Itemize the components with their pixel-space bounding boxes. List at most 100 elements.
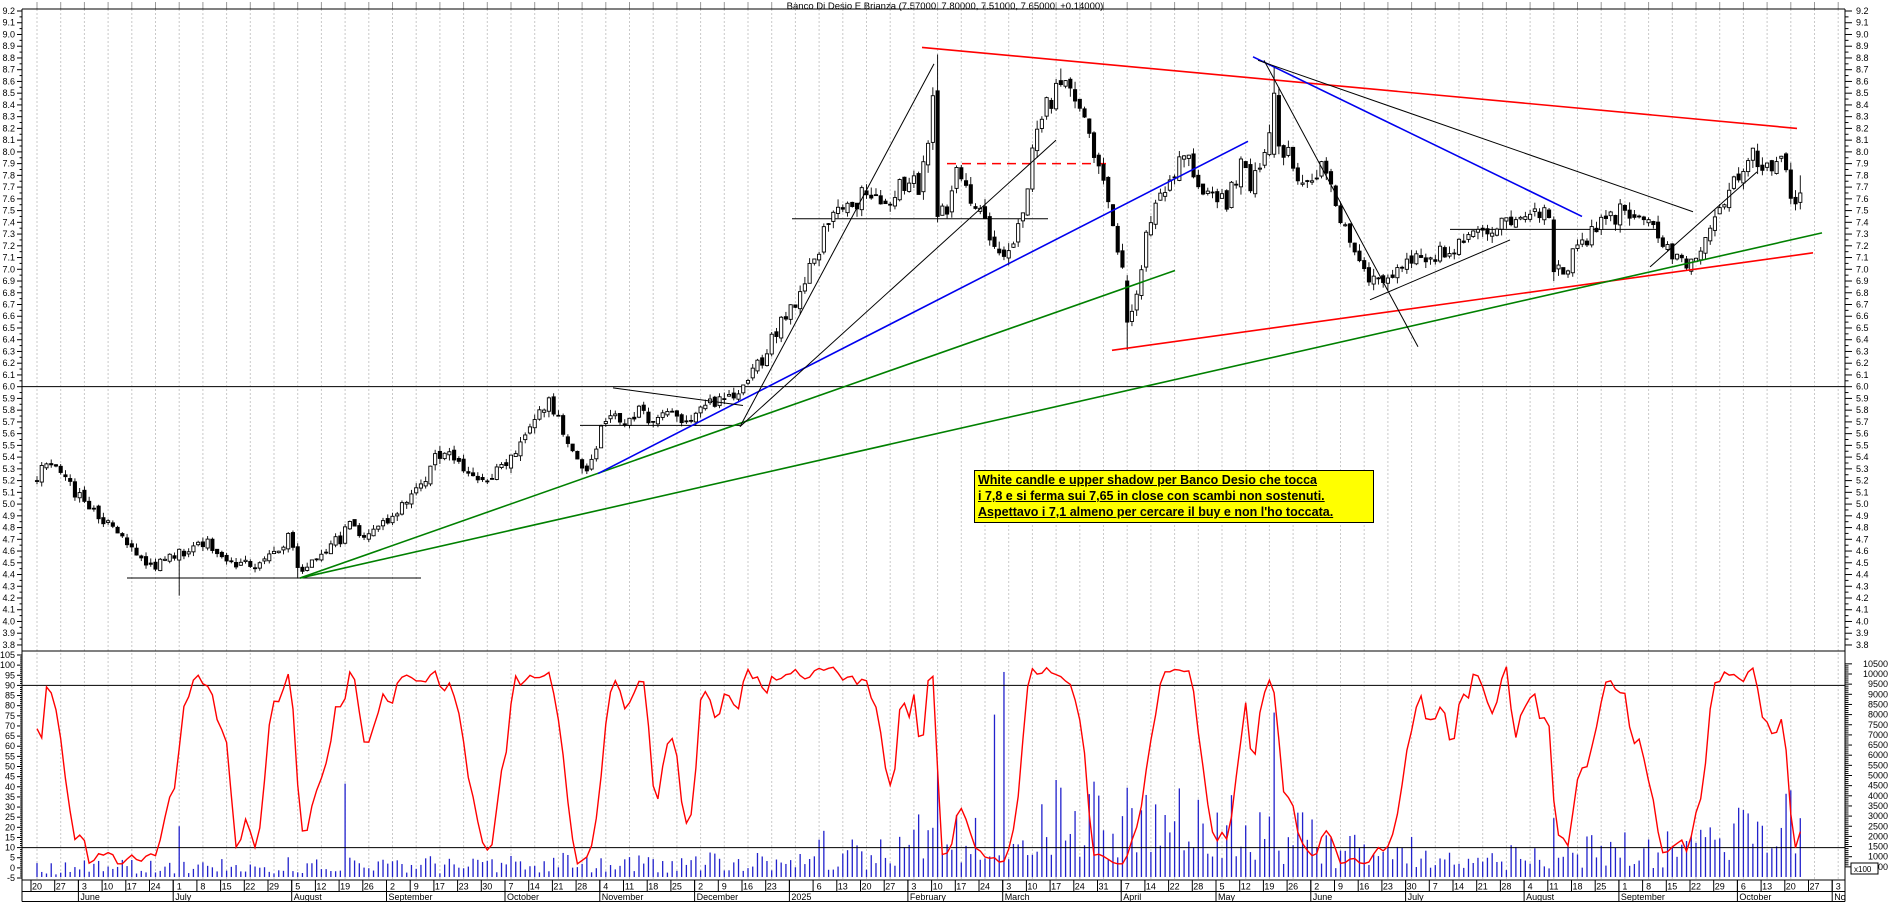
candle-body (1120, 250, 1125, 268)
volume-bar (462, 868, 465, 877)
price-label-right: 7.3 (1856, 229, 1869, 239)
candle-body (489, 477, 495, 480)
volume-bar (846, 850, 849, 877)
volume-bar (1117, 857, 1119, 877)
candle-body (1229, 181, 1234, 209)
candle-body (96, 505, 101, 520)
price-label-right: 6.7 (1856, 300, 1869, 310)
day-label: 17 (127, 882, 137, 892)
candle-body (651, 420, 656, 423)
candle-body (532, 419, 537, 429)
volume-bar (387, 863, 389, 877)
price-label-right: 9.2 (1856, 6, 1869, 16)
day-label: 7 (508, 882, 513, 892)
volume-bar (301, 872, 304, 877)
volume-bar (282, 870, 285, 877)
price-label-right: 5.0 (1856, 499, 1869, 509)
price-label-left: 7.4 (2, 217, 15, 227)
candle-body (1608, 211, 1613, 217)
candle-body (1234, 183, 1239, 186)
candle-body (1784, 153, 1789, 171)
price-label-left: 4.1 (2, 605, 15, 615)
candle-body (1755, 150, 1760, 168)
blue-ascending (597, 140, 1249, 475)
volume-bar (415, 868, 417, 877)
candle-body (1144, 231, 1149, 268)
volume-bar (880, 839, 882, 877)
candle-body (1025, 188, 1030, 216)
volume-bar (1045, 837, 1048, 877)
candle-body (783, 316, 788, 320)
candle-body (390, 515, 395, 524)
candle-body (72, 481, 77, 498)
candle-body (433, 453, 438, 466)
candle-body (333, 536, 338, 546)
volume-bar (609, 865, 612, 877)
day-label: 24 (150, 882, 160, 892)
volume-bar (131, 859, 133, 877)
candle-body (338, 535, 343, 545)
candle-body (907, 182, 912, 192)
candle-body (428, 465, 433, 485)
volume-bar (1282, 863, 1285, 877)
volume-bar (1624, 832, 1626, 877)
volume-bar (107, 866, 109, 877)
volume-bar (1434, 865, 1436, 877)
candle-body (921, 161, 926, 193)
candle-body (1627, 209, 1632, 219)
candle-body (234, 562, 239, 568)
volume-bar (1671, 847, 1673, 877)
day-label: 10 (103, 882, 113, 892)
volume-bar (766, 861, 768, 877)
volume-bar (1510, 845, 1512, 877)
volume-bar (1102, 830, 1105, 877)
candle-body (1125, 280, 1130, 323)
candle-body (660, 412, 665, 418)
analysis-note[interactable]: White candle e upper shadow per Banco De… (974, 470, 1374, 523)
volume-bar (728, 870, 730, 877)
volume-bar (861, 851, 863, 877)
candle-body (1310, 180, 1315, 183)
candle-body (1115, 225, 1120, 253)
candle-body (589, 458, 594, 470)
price-label-right: 7.5 (1856, 206, 1869, 216)
day-label: 2 (390, 882, 395, 892)
candle-body (703, 404, 708, 410)
volume-bar (1529, 863, 1531, 877)
volume-bar (553, 857, 555, 877)
candle-body (1750, 147, 1755, 161)
volume-bar (586, 857, 588, 877)
day-label: 25 (1596, 882, 1606, 892)
price-label-right: 8.8 (1856, 53, 1869, 63)
volume-bar (1728, 859, 1730, 877)
volume-bar (1311, 819, 1313, 877)
price-label-right: 8.0 (1856, 147, 1869, 157)
day-label: 10 (1027, 882, 1037, 892)
oscillator-label: 70 (5, 721, 15, 731)
volume-bar (856, 845, 858, 877)
volume-bar (1486, 857, 1489, 877)
volume-bar (126, 866, 128, 877)
price-label-left: 8.6 (2, 76, 15, 86)
candle-body (779, 316, 784, 339)
day-label: 6 (1741, 882, 1746, 892)
candle-body (954, 167, 959, 189)
volume-bar (64, 862, 67, 877)
volume-bar (771, 870, 773, 877)
oscillator-label: 15 (5, 832, 15, 842)
volume-bar (1519, 858, 1522, 877)
candle-body (817, 253, 822, 261)
volume-bar (268, 871, 270, 877)
day-label: 9 (722, 882, 727, 892)
volume-bar (1647, 839, 1650, 877)
volume-bar (102, 871, 105, 877)
candle-body (1238, 158, 1244, 188)
day-label: 22 (245, 882, 255, 892)
candle-body (1035, 128, 1040, 152)
volume-label: 5500 (1868, 760, 1888, 770)
candle-body (58, 465, 63, 473)
candle-body (769, 333, 774, 355)
candle-body (869, 194, 874, 199)
volume-bar (1230, 795, 1233, 877)
